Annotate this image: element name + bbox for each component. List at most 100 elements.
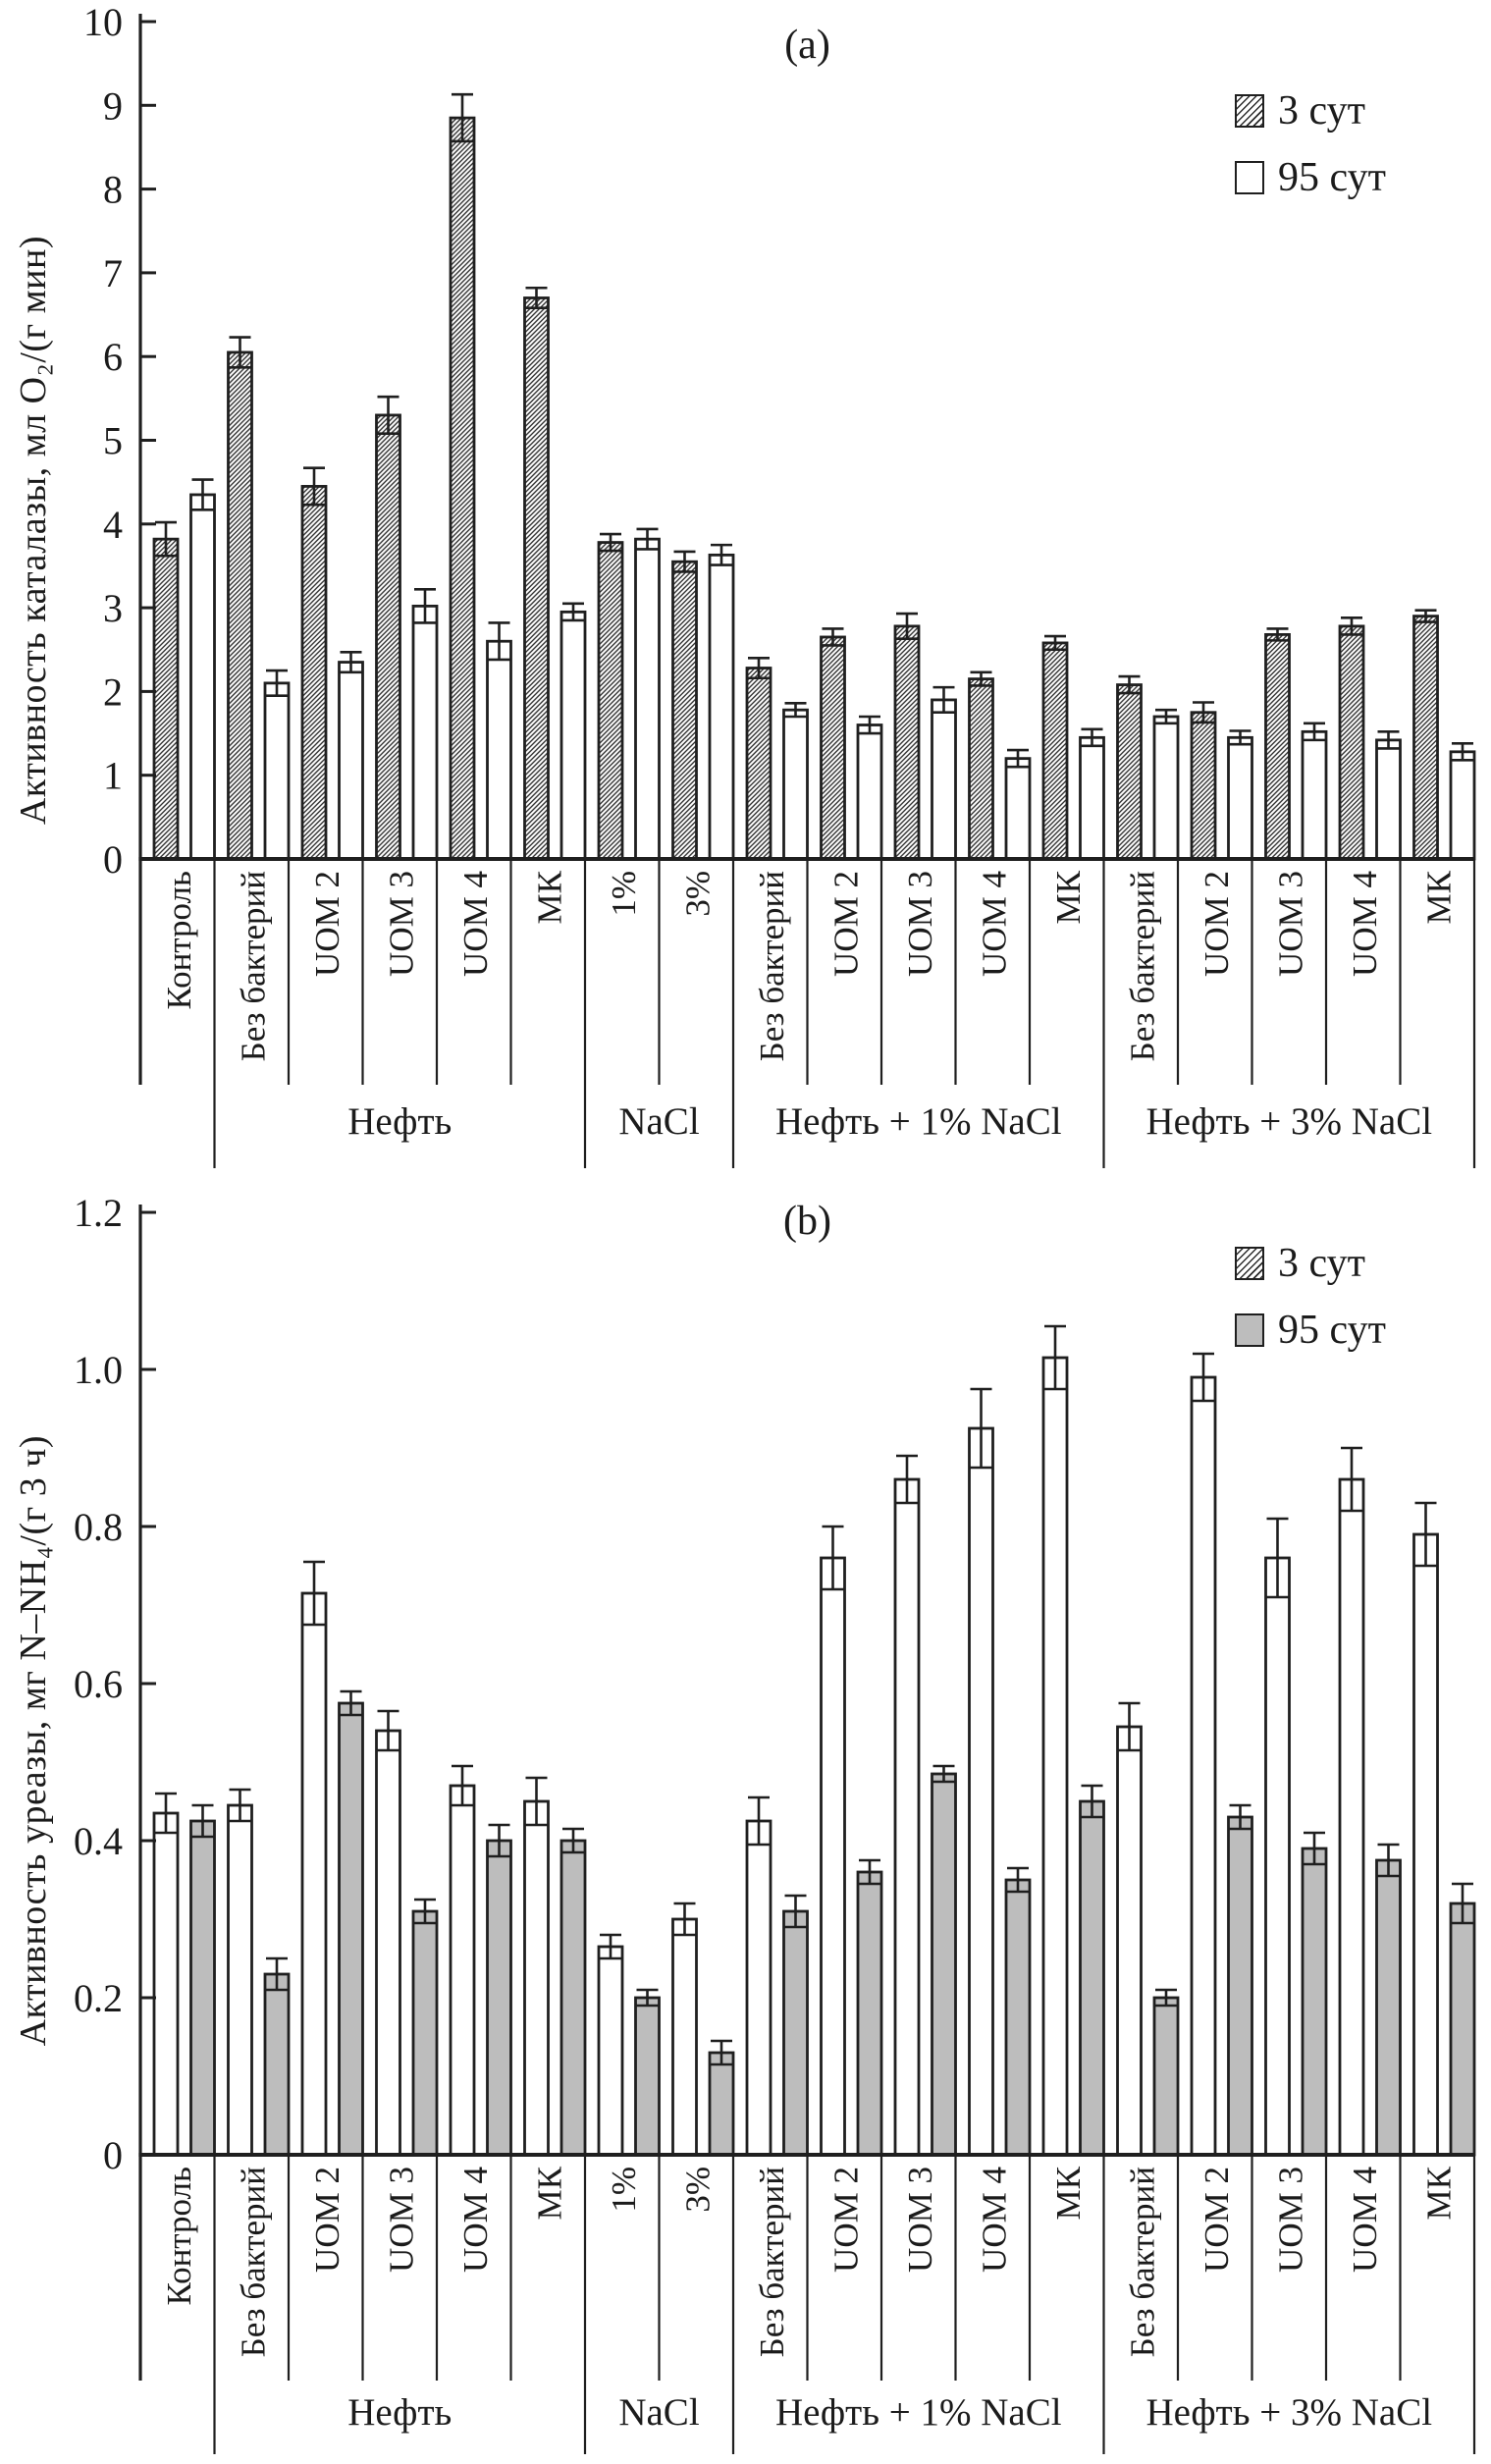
bar-3sut xyxy=(152,1811,180,2157)
error-bar xyxy=(673,550,696,573)
error-bar xyxy=(1193,1352,1214,1403)
bar-3sut xyxy=(152,537,180,861)
group-label: Нефть xyxy=(347,1100,452,1143)
bar-95sut xyxy=(1004,1878,1032,2157)
error-bar xyxy=(1081,727,1103,748)
panel-a-title: (a) xyxy=(784,23,830,68)
error-bar xyxy=(266,1956,288,1992)
y-tick-label: 10 xyxy=(83,0,123,44)
error-bar xyxy=(636,1988,659,2008)
bar-3sut xyxy=(1190,1375,1217,2157)
category-label: UOM 2 xyxy=(308,871,346,977)
category-label: UOM 3 xyxy=(382,871,420,977)
error-bar xyxy=(155,520,177,558)
error-bar xyxy=(1229,1803,1251,1831)
group-label: Нефть + 1% NaCl xyxy=(775,2391,1062,2434)
bar-95sut xyxy=(338,661,364,861)
legend-label-95sut: 95 сут xyxy=(1278,1308,1386,1353)
bar-95sut xyxy=(559,610,587,861)
bar-95sut xyxy=(1449,750,1476,861)
category-label: МК xyxy=(1419,2166,1458,2220)
bar-95sut xyxy=(1301,1847,1328,2157)
error-bar xyxy=(1414,609,1437,623)
group-label: Нефть + 3% NaCl xyxy=(1145,1100,1432,1143)
error-bar xyxy=(1081,1784,1103,1819)
bar-95sut xyxy=(486,639,512,861)
bar-3sut xyxy=(893,624,921,861)
bar-3sut xyxy=(449,1784,476,2157)
category-label: UOM 2 xyxy=(308,2167,346,2273)
y-tick-label: 1 xyxy=(103,754,123,798)
y-tick-label: 1.0 xyxy=(74,1348,123,1392)
y-tick-label: 0.8 xyxy=(74,1505,123,1549)
error-bar xyxy=(340,651,362,674)
bar-3sut xyxy=(1338,624,1365,861)
bar-3sut xyxy=(671,1917,698,2157)
error-bar xyxy=(1377,730,1400,750)
group-label: NaCl xyxy=(618,2391,699,2434)
axes-group: 0 1 2 3 4 5 6 7 8 9 10 Контроль Без бактерий UOM 2 UOM… xyxy=(83,0,1476,1168)
error-bar xyxy=(1118,674,1141,695)
panel-b-title: (b) xyxy=(783,1199,831,1244)
error-bar xyxy=(303,1560,325,1627)
error-bar xyxy=(970,670,992,687)
bar-3sut xyxy=(1190,711,1217,861)
error-bar xyxy=(932,1764,955,1784)
error-bar xyxy=(711,2039,732,2066)
category-label: МК xyxy=(1419,870,1458,924)
y-tick-label: 0 xyxy=(103,837,123,882)
error-bar xyxy=(636,527,659,551)
bar-3sut xyxy=(375,1729,401,2157)
category-label: UOM 3 xyxy=(1271,871,1309,977)
error-bar xyxy=(970,1387,992,1470)
chart-panel-b: 0 0.2 0.4 0.6 0.8 1.0 1.2 Контроль Без бактерий U… xyxy=(74,1191,1476,2454)
y-tick-label: 7 xyxy=(103,251,123,295)
error-bar xyxy=(859,715,880,735)
error-bar xyxy=(340,1689,362,1717)
category-label: МК xyxy=(530,870,568,924)
bar-95sut xyxy=(782,708,809,861)
group-label: Нефть + 3% NaCl xyxy=(1145,2391,1432,2434)
bars-group xyxy=(152,1324,1476,2157)
bar-3sut xyxy=(745,1819,772,2157)
legend-label-3sut: 3 сут xyxy=(1278,88,1365,134)
gray-swatch-icon xyxy=(1235,1313,1264,1347)
error-bar xyxy=(1452,741,1473,762)
error-bar xyxy=(896,612,918,640)
bar-95sut xyxy=(856,1870,883,2157)
y-tick-label: 5 xyxy=(103,419,123,463)
error-bar xyxy=(1007,748,1029,769)
bar-3sut xyxy=(968,1426,994,2157)
bar-3sut xyxy=(227,1803,253,2157)
bar-3sut xyxy=(893,1477,921,2157)
error-bar xyxy=(303,466,325,507)
category-label: UOM 2 xyxy=(1198,871,1236,977)
bar-3sut xyxy=(1264,1556,1291,2157)
legend-row: 95 сут xyxy=(1235,157,1386,198)
bar-3sut xyxy=(227,350,253,861)
panel-a-y-axis-title: Активность каталазы, мл О₂/(г мин) xyxy=(13,236,54,826)
white-swatch-icon xyxy=(1235,161,1264,194)
category-label: МК xyxy=(1049,870,1088,924)
panel-a-legend: 3 сут 95 сут xyxy=(1235,90,1386,198)
category-label: UOM 4 xyxy=(456,2167,495,2273)
error-bar xyxy=(229,1788,251,1823)
error-bar xyxy=(1341,1446,1362,1513)
group-label: Нефть + 1% NaCl xyxy=(775,1100,1062,1143)
category-label: Без бактерий xyxy=(753,2167,791,2357)
category-label: Без бактерий xyxy=(234,871,272,1061)
bar-3sut xyxy=(745,667,772,861)
error-bar xyxy=(1193,701,1214,724)
y-tick-label: 4 xyxy=(103,503,123,547)
error-bar xyxy=(1377,1843,1400,1878)
category-label: UOM 3 xyxy=(1271,2167,1309,2273)
bars-group xyxy=(152,92,1476,861)
bar-3sut xyxy=(300,485,328,861)
error-bar xyxy=(1304,1831,1325,1866)
bar-95sut xyxy=(1004,757,1032,861)
bar-3sut xyxy=(1041,641,1069,861)
chart-panel-a: 0 1 2 3 4 5 6 7 8 9 10 Контроль Без бактерий UOM 2 UOM… xyxy=(83,0,1476,1168)
error-bar xyxy=(1118,1701,1141,1752)
bar-3sut xyxy=(375,413,401,861)
error-bar xyxy=(562,602,584,622)
